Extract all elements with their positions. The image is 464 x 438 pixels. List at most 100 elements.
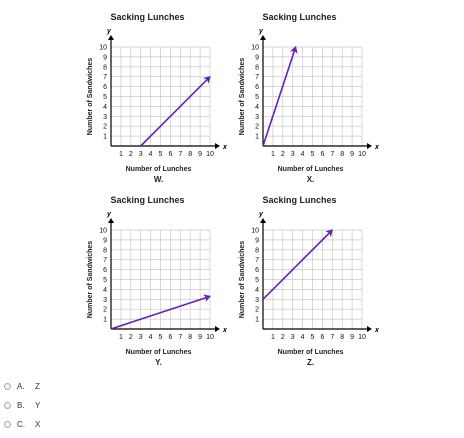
y-tick-label: 6 xyxy=(103,267,107,274)
x-axis-arrow xyxy=(215,326,220,332)
x-tick-label: 2 xyxy=(129,334,133,341)
x-tick-label: 1 xyxy=(271,151,275,158)
answer-options: A. Z B. Y C. X xyxy=(4,377,40,434)
x-tick-label: 1 xyxy=(119,334,123,341)
x-tick-label: 3 xyxy=(139,151,143,158)
y-tick-label: 6 xyxy=(255,84,259,91)
option-a-letter: A. xyxy=(17,382,25,391)
y-tick-label: 5 xyxy=(103,277,107,284)
y-axis-name: y xyxy=(106,211,112,218)
x-tick-label: 2 xyxy=(281,334,285,341)
y-tick-label: 8 xyxy=(103,247,107,254)
y-axis-arrow xyxy=(260,35,266,40)
option-c[interactable]: C. X xyxy=(4,415,40,434)
radio-button-a[interactable] xyxy=(4,383,11,390)
y-axis-label: Number of Sandwiches xyxy=(87,241,94,319)
x-tick-label: 9 xyxy=(350,334,354,341)
x-tick-label: 8 xyxy=(188,151,192,158)
y-tick-label: 10 xyxy=(251,228,259,235)
y-tick-label: 7 xyxy=(103,74,107,81)
x-axis-arrow xyxy=(367,143,372,149)
chart-caption: Z. xyxy=(307,358,314,367)
y-axis-name: y xyxy=(258,211,264,218)
option-c-letter: C. xyxy=(17,420,25,429)
x-tick-label: 5 xyxy=(159,151,163,158)
x-tick-label: 3 xyxy=(139,334,143,341)
x-axis-label: Number of Lunches xyxy=(126,166,192,173)
x-axis-label: Number of Lunches xyxy=(278,349,344,356)
option-a[interactable]: A. Z xyxy=(4,377,40,396)
x-tick-label: 6 xyxy=(320,151,324,158)
option-c-text: X xyxy=(35,420,41,429)
radio-button-b[interactable] xyxy=(4,402,11,409)
x-axis-label: Number of Lunches xyxy=(278,166,344,173)
y-tick-label: 5 xyxy=(255,277,259,284)
y-axis-label: Number of Sandwiches xyxy=(239,58,246,136)
chart-caption: X. xyxy=(307,175,315,184)
x-tick-label: 5 xyxy=(159,334,163,341)
x-tick-label: 5 xyxy=(311,334,315,341)
x-tick-label: 8 xyxy=(340,151,344,158)
x-axis-name: x xyxy=(222,327,228,334)
radio-button-c[interactable] xyxy=(4,421,11,428)
y-tick-label: 9 xyxy=(255,54,259,61)
y-tick-label: 4 xyxy=(103,104,107,111)
x-tick-label: 4 xyxy=(301,151,305,158)
x-tick-label: 8 xyxy=(340,334,344,341)
x-tick-label: 6 xyxy=(168,334,172,341)
y-tick-label: 1 xyxy=(255,134,259,141)
option-b[interactable]: B. Y xyxy=(4,396,40,415)
series-line xyxy=(262,229,334,300)
x-tick-label: 9 xyxy=(198,151,202,158)
y-tick-label: 1 xyxy=(255,317,259,324)
x-axis-name: x xyxy=(222,144,228,151)
x-tick-label: 10 xyxy=(206,151,214,158)
x-tick-label: 4 xyxy=(301,334,305,341)
x-tick-label: 3 xyxy=(291,334,295,341)
x-tick-label: 7 xyxy=(178,334,182,341)
y-tick-label: 5 xyxy=(255,94,259,101)
y-axis-name: y xyxy=(106,28,112,35)
y-tick-label: 10 xyxy=(99,45,107,52)
y-tick-label: 7 xyxy=(103,257,107,264)
x-axis-arrow xyxy=(367,326,372,332)
y-axis-label: Number of Sandwiches xyxy=(87,58,94,136)
y-tick-label: 8 xyxy=(255,247,259,254)
y-tick-label: 3 xyxy=(255,297,259,304)
x-tick-label: 7 xyxy=(330,151,334,158)
x-tick-label: 7 xyxy=(330,334,334,341)
y-tick-label: 5 xyxy=(103,94,107,101)
y-tick-label: 9 xyxy=(255,237,259,244)
option-a-text: Z xyxy=(35,382,40,391)
x-tick-label: 10 xyxy=(358,334,366,341)
y-tick-label: 9 xyxy=(103,54,107,61)
y-tick-label: 2 xyxy=(103,124,107,131)
x-tick-label: 7 xyxy=(178,151,182,158)
y-tick-label: 10 xyxy=(251,45,259,52)
x-axis-name: x xyxy=(374,327,380,334)
option-b-letter: B. xyxy=(17,401,25,410)
series-line xyxy=(262,46,298,147)
y-tick-label: 7 xyxy=(255,257,259,264)
option-b-text: Y xyxy=(35,401,41,410)
y-tick-label: 2 xyxy=(255,124,259,131)
x-tick-label: 1 xyxy=(271,334,275,341)
x-tick-label: 10 xyxy=(206,334,214,341)
x-tick-label: 9 xyxy=(198,334,202,341)
series-line xyxy=(140,75,211,147)
y-tick-label: 3 xyxy=(103,114,107,121)
x-tick-label: 2 xyxy=(129,151,133,158)
x-axis-arrow xyxy=(215,143,220,149)
y-tick-label: 4 xyxy=(103,287,107,294)
chart-title: Sacking Lunches xyxy=(110,12,184,22)
chart-title: Sacking Lunches xyxy=(110,195,184,205)
series-line xyxy=(110,294,211,330)
y-tick-label: 7 xyxy=(255,74,259,81)
y-axis-arrow xyxy=(108,218,114,223)
y-axis-arrow xyxy=(260,218,266,223)
chart-title: Sacking Lunches xyxy=(262,12,336,22)
